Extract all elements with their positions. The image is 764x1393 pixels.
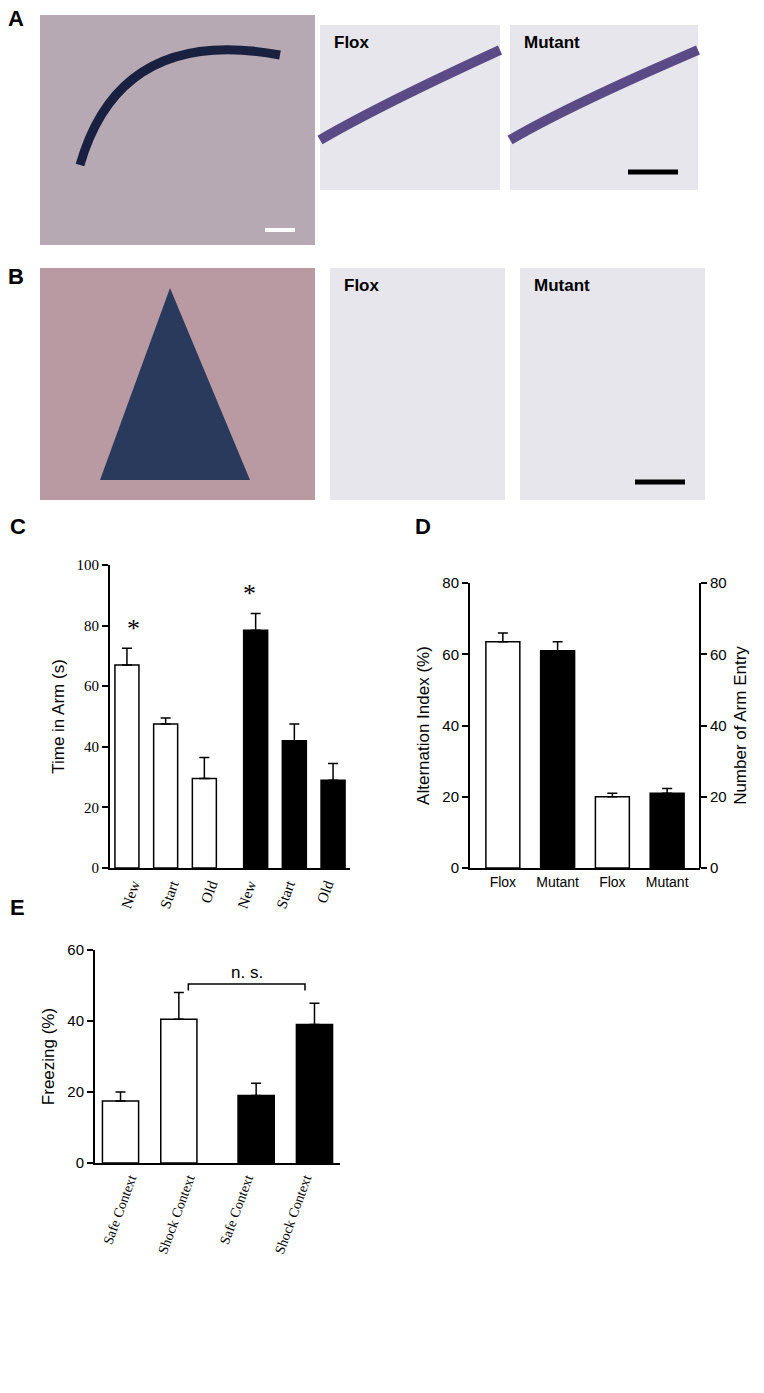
svg-text:A: A: [8, 6, 24, 31]
svg-text:Mutant: Mutant: [646, 874, 689, 890]
svg-text:80: 80: [84, 618, 99, 634]
svg-text:New: New: [234, 878, 259, 910]
svg-text:80: 80: [710, 574, 727, 591]
svg-text:Mutant: Mutant: [534, 276, 590, 295]
svg-text:20: 20: [67, 1083, 84, 1100]
svg-text:E: E: [10, 895, 25, 920]
svg-text:Flox: Flox: [334, 33, 369, 52]
svg-text:40: 40: [710, 717, 727, 734]
svg-text:0: 0: [76, 1154, 84, 1171]
svg-text:Shock Context: Shock Context: [155, 1173, 197, 1256]
svg-text:n. s.: n. s.: [231, 963, 263, 982]
svg-text:Time in Arm (s): Time in Arm (s): [49, 659, 68, 774]
svg-text:0: 0: [710, 859, 718, 876]
svg-text:C: C: [10, 514, 26, 539]
svg-text:0: 0: [92, 860, 100, 876]
svg-text:Mutant: Mutant: [524, 33, 580, 52]
svg-text:B: B: [8, 264, 24, 289]
svg-text:Shock Context: Shock Context: [272, 1173, 314, 1256]
svg-text:Safe Context: Safe Context: [217, 1173, 256, 1247]
svg-text:40: 40: [442, 717, 459, 734]
svg-text:Start: Start: [273, 878, 298, 911]
svg-text:Flox: Flox: [490, 874, 516, 890]
svg-text:20: 20: [442, 788, 459, 805]
svg-text:100: 100: [77, 557, 100, 573]
svg-text:Start: Start: [157, 878, 182, 911]
svg-text:Flox: Flox: [344, 276, 379, 295]
svg-text:*: *: [243, 579, 256, 608]
svg-text:40: 40: [84, 739, 99, 755]
svg-text:Mutant: Mutant: [536, 874, 579, 890]
svg-text:Safe Context: Safe Context: [100, 1173, 139, 1247]
svg-text:Old: Old: [198, 878, 221, 905]
svg-text:Flox: Flox: [599, 874, 625, 890]
svg-text:Number of Arm Entry: Number of Arm Entry: [731, 646, 750, 805]
svg-text:80: 80: [442, 574, 459, 591]
svg-text:60: 60: [442, 646, 459, 663]
svg-text:0: 0: [451, 859, 459, 876]
svg-text:*: *: [127, 614, 140, 643]
svg-text:New: New: [118, 878, 143, 910]
svg-text:20: 20: [710, 788, 727, 805]
svg-text:40: 40: [67, 1012, 84, 1029]
svg-text:20: 20: [84, 800, 99, 816]
svg-text:60: 60: [710, 646, 727, 663]
svg-text:Alternation Index (%): Alternation Index (%): [414, 646, 433, 805]
svg-text:60: 60: [84, 678, 99, 694]
svg-text:60: 60: [67, 941, 84, 958]
svg-text:D: D: [415, 514, 431, 539]
svg-text:Old: Old: [314, 878, 337, 905]
svg-text:Freezing (%): Freezing (%): [39, 1008, 58, 1105]
